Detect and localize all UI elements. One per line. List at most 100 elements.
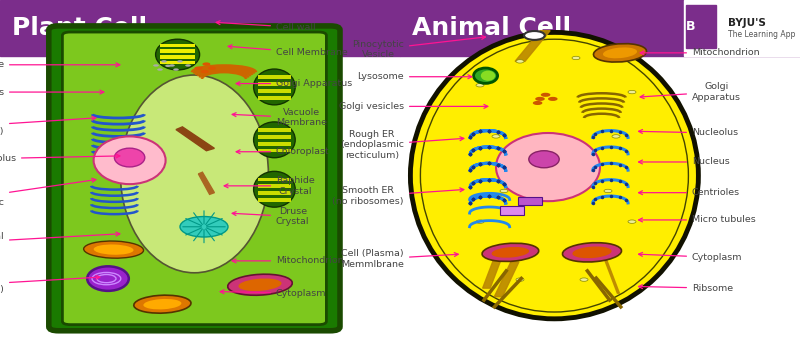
Bar [518,197,542,205]
Text: Cell wall: Cell wall [216,21,316,32]
Circle shape [628,90,636,94]
Ellipse shape [94,244,134,255]
Ellipse shape [84,241,143,258]
Text: Rough ER
(endoplasmic
recticulum): Rough ER (endoplasmic recticulum) [340,130,464,160]
Ellipse shape [594,44,646,62]
Ellipse shape [121,75,268,273]
Bar [258,142,291,146]
Bar [258,135,291,139]
Bar [258,184,291,188]
Circle shape [500,189,508,193]
Circle shape [157,68,163,71]
Ellipse shape [143,299,182,309]
Polygon shape [515,31,550,61]
Text: Ribsome: Ribsome [638,284,733,293]
Text: Vacuole
Membrane: Vacuole Membrane [232,108,327,127]
Circle shape [572,56,580,60]
Text: Centrioles: Centrioles [638,188,740,197]
Text: Cytoplasm: Cytoplasm [220,289,326,298]
Circle shape [492,135,500,138]
Polygon shape [494,262,519,297]
Text: Large Central
Vacuole: Large Central Vacuole [0,232,120,252]
Ellipse shape [87,266,129,291]
Circle shape [604,189,612,193]
Ellipse shape [134,295,191,313]
Bar [684,0,800,56]
Text: Plant Cell: Plant Cell [12,16,147,40]
Text: BYJU'S: BYJU'S [728,18,766,28]
Text: Raphide
Crystal: Raphide Crystal [224,176,314,195]
Bar [258,89,291,93]
Text: Chloroplast: Chloroplast [236,147,330,156]
Text: B: B [686,20,695,33]
Circle shape [194,66,202,70]
Polygon shape [482,252,504,288]
Bar [258,149,291,152]
FancyBboxPatch shape [62,32,326,325]
Ellipse shape [114,148,145,167]
Bar [0,0,400,56]
Ellipse shape [496,133,600,201]
Ellipse shape [155,39,200,70]
Text: Pinocytotic
Vesicle: Pinocytotic Vesicle [352,35,486,59]
Text: Golgi
Apparatus: Golgi Apparatus [640,83,741,102]
Text: Cytoplasm: Cytoplasm [638,252,742,262]
Ellipse shape [481,71,495,81]
Circle shape [533,101,542,105]
Text: Nucleus
Rough ER
(endoplasmic
recticulum): Nucleus Rough ER (endoplasmic recticulum… [0,178,96,218]
Bar [258,82,291,86]
Text: Amyloplast
(Starch Grain): Amyloplast (Starch Grain) [0,275,100,294]
Circle shape [580,278,588,281]
Circle shape [201,70,209,73]
Circle shape [161,60,167,62]
Text: Druse
Crystal: Druse Crystal [232,207,310,226]
Circle shape [535,97,545,101]
Circle shape [170,64,175,66]
Ellipse shape [254,122,295,158]
Circle shape [208,66,216,70]
Ellipse shape [474,68,498,84]
Text: Golgi Apparatus: Golgi Apparatus [236,79,352,88]
Bar [686,5,716,48]
Text: Animal Cell: Animal Cell [412,16,571,40]
Ellipse shape [562,243,622,262]
Circle shape [524,31,545,40]
Bar [160,55,195,59]
Bar [258,191,291,195]
Text: The Learning App: The Learning App [728,30,795,40]
Ellipse shape [410,32,698,319]
Circle shape [476,84,484,87]
Circle shape [165,65,171,67]
Text: Lysosome: Lysosome [358,72,472,81]
Polygon shape [604,257,619,293]
Bar [258,75,291,79]
Bar [258,198,291,202]
Text: Smooth ER
(no ribosomes): Smooth ER (no ribosomes) [0,116,96,136]
Circle shape [541,93,550,97]
Text: Mitochondrion: Mitochondrion [640,48,760,57]
Text: Cell Membrane: Cell Membrane [228,45,348,57]
Ellipse shape [529,151,559,168]
Bar [400,0,800,56]
Circle shape [548,97,558,101]
Ellipse shape [603,47,637,58]
Circle shape [173,68,179,71]
Text: Mitochondrion: Mitochondrion [232,256,344,265]
Text: Nucleolus: Nucleolus [638,129,738,137]
Circle shape [185,64,191,66]
Ellipse shape [238,279,282,291]
Circle shape [516,60,524,63]
Circle shape [202,62,210,66]
Circle shape [178,60,182,62]
Ellipse shape [491,247,530,258]
Bar [258,96,291,100]
Ellipse shape [572,247,612,258]
Bar [160,44,195,47]
Text: Nucleolus: Nucleolus [0,154,120,163]
Circle shape [180,217,228,237]
FancyBboxPatch shape [49,26,340,331]
Bar [258,178,291,181]
Ellipse shape [482,243,538,262]
Text: Ribsome: Ribsome [0,60,120,69]
Polygon shape [198,172,214,194]
